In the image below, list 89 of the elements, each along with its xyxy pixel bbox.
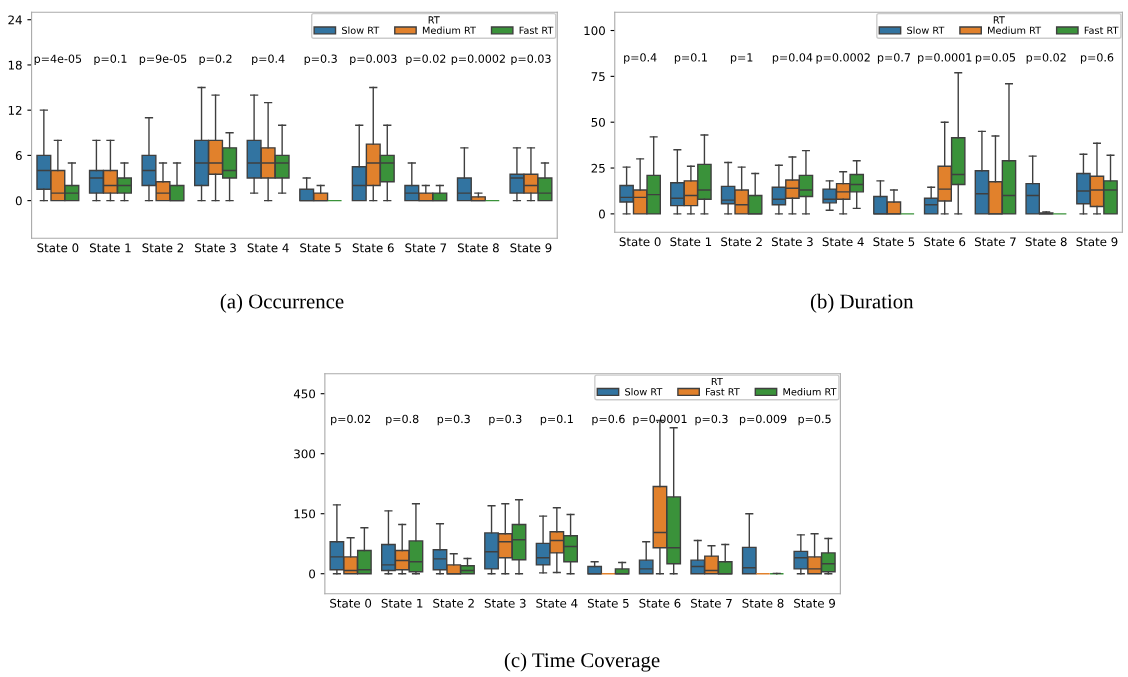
x-tick-label: State 2 — [721, 237, 762, 247]
x-tick-label: State 1 — [89, 243, 131, 253]
x-tick-label: State 2 — [142, 243, 184, 253]
y-tick-label: 75 — [591, 72, 605, 82]
legend-label: Fast RT — [519, 26, 554, 34]
legend-label: Medium RT — [422, 26, 476, 34]
legend-label: Slow RT — [342, 26, 380, 34]
x-tick-label: State 4 — [536, 598, 578, 608]
annotation: p=0.1 — [94, 54, 127, 66]
y-tick-label: 0 — [309, 569, 316, 579]
y-tick-label: 450 — [293, 389, 316, 399]
annotation: p=0.7 — [877, 53, 911, 64]
annotation: p=0.3 — [304, 54, 337, 66]
legend-label: Slow RT — [625, 387, 663, 396]
annotation: p=0.1 — [540, 414, 573, 426]
legend-label: Slow RT — [907, 26, 945, 34]
y-tick-label: 300 — [294, 449, 316, 459]
annotation: p=0.4 — [252, 54, 285, 66]
annotation: p=0.3 — [437, 414, 470, 426]
x-tick-label: State 9 — [1076, 237, 1118, 247]
annotation: p=0.02 — [331, 414, 371, 426]
annotation: p=0.02 — [1026, 53, 1066, 64]
x-tick-label: State 6 — [639, 598, 681, 608]
annotation: p=0.6 — [1080, 53, 1114, 64]
x-tick-label: State 3 — [484, 598, 526, 608]
annotation: p=0.8 — [386, 414, 419, 426]
x-tick-label: State 9 — [794, 598, 836, 608]
legend-label: Medium RT — [783, 387, 837, 396]
x-tick-label: State 1 — [381, 598, 423, 608]
legend-title: RT — [993, 16, 1005, 24]
annotation: p=4e-05 — [34, 54, 82, 66]
annotation: p=1 — [730, 53, 753, 64]
annotation: p=0.0001 — [918, 53, 972, 64]
annotation: p=0.0002 — [816, 53, 870, 64]
y-tick-label: 18 — [8, 60, 22, 70]
annotation: p=0.009 — [739, 414, 787, 426]
annotation: p=0.02 — [406, 54, 446, 66]
x-tick-label: State 9 — [510, 243, 552, 253]
annotation: p=0.0001 — [633, 414, 687, 426]
annotation: p=0.0002 — [451, 54, 505, 66]
x-tick-label: State 7 — [974, 237, 1016, 247]
legend-label: Fast RT — [706, 388, 740, 396]
y-tick-label: 0 — [15, 196, 22, 206]
x-tick-label: State 4 — [247, 243, 289, 253]
y-tick-label: 24 — [8, 15, 22, 25]
x-tick-label: State 0 — [619, 237, 661, 247]
annotation: p=0.5 — [798, 414, 831, 426]
y-tick-label: 100 — [584, 26, 605, 36]
x-tick-label: State 6 — [352, 243, 394, 253]
x-tick-label: State 3 — [771, 237, 813, 247]
y-tick-label: 25 — [591, 163, 605, 173]
text: (b) Duration — [810, 293, 914, 313]
x-tick-label: State 7 — [691, 598, 732, 608]
x-tick-label: State 1 — [670, 237, 712, 247]
x-tick-label: State 8 — [457, 243, 499, 253]
x-tick-label: State 5 — [587, 598, 629, 608]
y-tick-label: 50 — [591, 117, 605, 127]
annotation: p=9e-05 — [139, 54, 187, 66]
annotation: p=0.003 — [350, 54, 397, 66]
x-tick-label: State 5 — [300, 243, 341, 253]
annotation: p=0.04 — [772, 53, 813, 64]
y-tick-label: 0 — [599, 209, 605, 219]
x-tick-label: State 6 — [924, 237, 966, 247]
x-tick-label: State 0 — [37, 243, 79, 253]
annotation: p=0.6 — [592, 414, 625, 426]
y-tick-label: 150 — [294, 509, 316, 519]
legend-title: RT — [428, 16, 440, 24]
annotation: p=0.4 — [624, 53, 657, 64]
x-tick-label: State 7 — [405, 243, 447, 253]
x-tick-label: State 0 — [330, 598, 372, 608]
y-tick-label: 12 — [8, 105, 22, 115]
annotation: p=0.2 — [199, 54, 232, 66]
text: (c) Time Coverage — [504, 652, 660, 672]
annotation: p=0.3 — [695, 414, 728, 426]
y-tick-label: 6 — [15, 151, 22, 161]
x-tick-label: State 8 — [742, 598, 784, 608]
annotation: p=0.3 — [489, 414, 522, 426]
legend-label: Medium RT — [988, 26, 1042, 34]
x-tick-label: State 2 — [433, 598, 474, 608]
legend-title: RT — [711, 377, 723, 385]
x-tick-label: State 8 — [1025, 237, 1067, 247]
annotation: p=0.03 — [511, 54, 551, 66]
x-tick-label: State 3 — [195, 243, 236, 253]
annotation: p=0.1 — [674, 53, 707, 64]
legend-label: Fast RT — [1084, 26, 1119, 34]
x-tick-label: State 5 — [873, 237, 915, 247]
x-tick-label: State 4 — [822, 237, 864, 247]
annotation: p=0.05 — [975, 53, 1016, 64]
text: (a) Occurrence — [220, 293, 344, 313]
